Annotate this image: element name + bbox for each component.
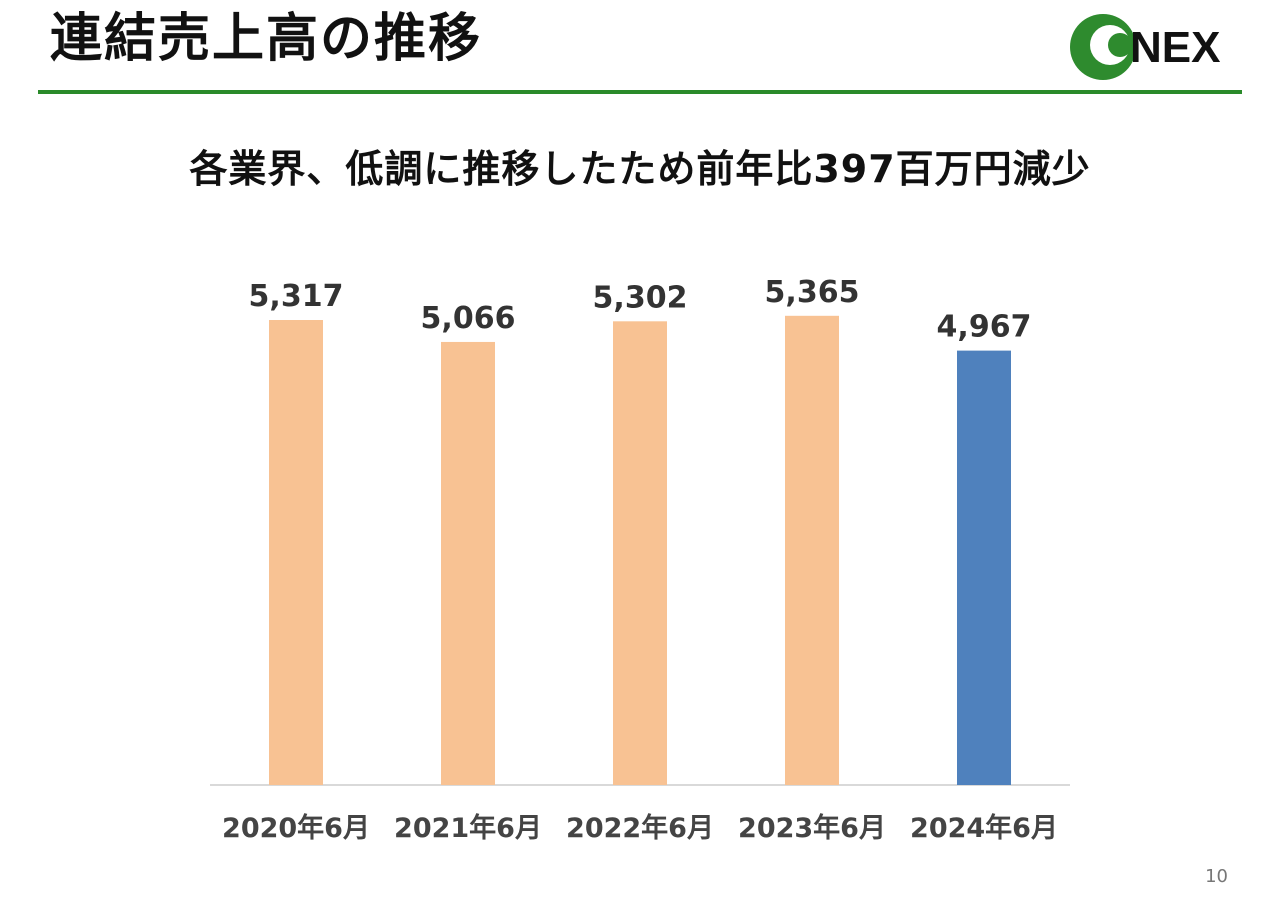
headline: 各業界、低調に推移したため前年比397百万円減少 — [189, 147, 1091, 191]
x-tick-label-1: 2021年6月 — [394, 812, 542, 844]
x-tick-label-2: 2022年6月 — [566, 812, 714, 844]
bar-4 — [957, 350, 1011, 785]
x-tick-label-3: 2023年6月 — [738, 812, 886, 844]
data-label-4: 4,967 — [937, 310, 1032, 345]
company-logo: NEX — [1068, 12, 1238, 82]
data-label-3: 5,365 — [765, 275, 860, 310]
bar-1 — [441, 341, 495, 785]
page-number: 10 — [1205, 866, 1228, 887]
data-label-1: 5,066 — [421, 301, 516, 336]
bar-3 — [785, 315, 839, 785]
x-tick-label-4: 2024年6月 — [910, 812, 1058, 844]
title-divider — [38, 90, 1242, 94]
page-title: 連結売上高の推移 — [50, 9, 483, 69]
x-tick-label-0: 2020年6月 — [222, 812, 370, 844]
data-label-0: 5,317 — [249, 279, 344, 314]
bar-2 — [613, 321, 667, 785]
bar-0 — [269, 320, 323, 785]
logo-text: NEX — [1130, 23, 1220, 72]
data-label-2: 5,302 — [593, 280, 688, 315]
logo-mark-icon: NEX — [1070, 14, 1220, 80]
